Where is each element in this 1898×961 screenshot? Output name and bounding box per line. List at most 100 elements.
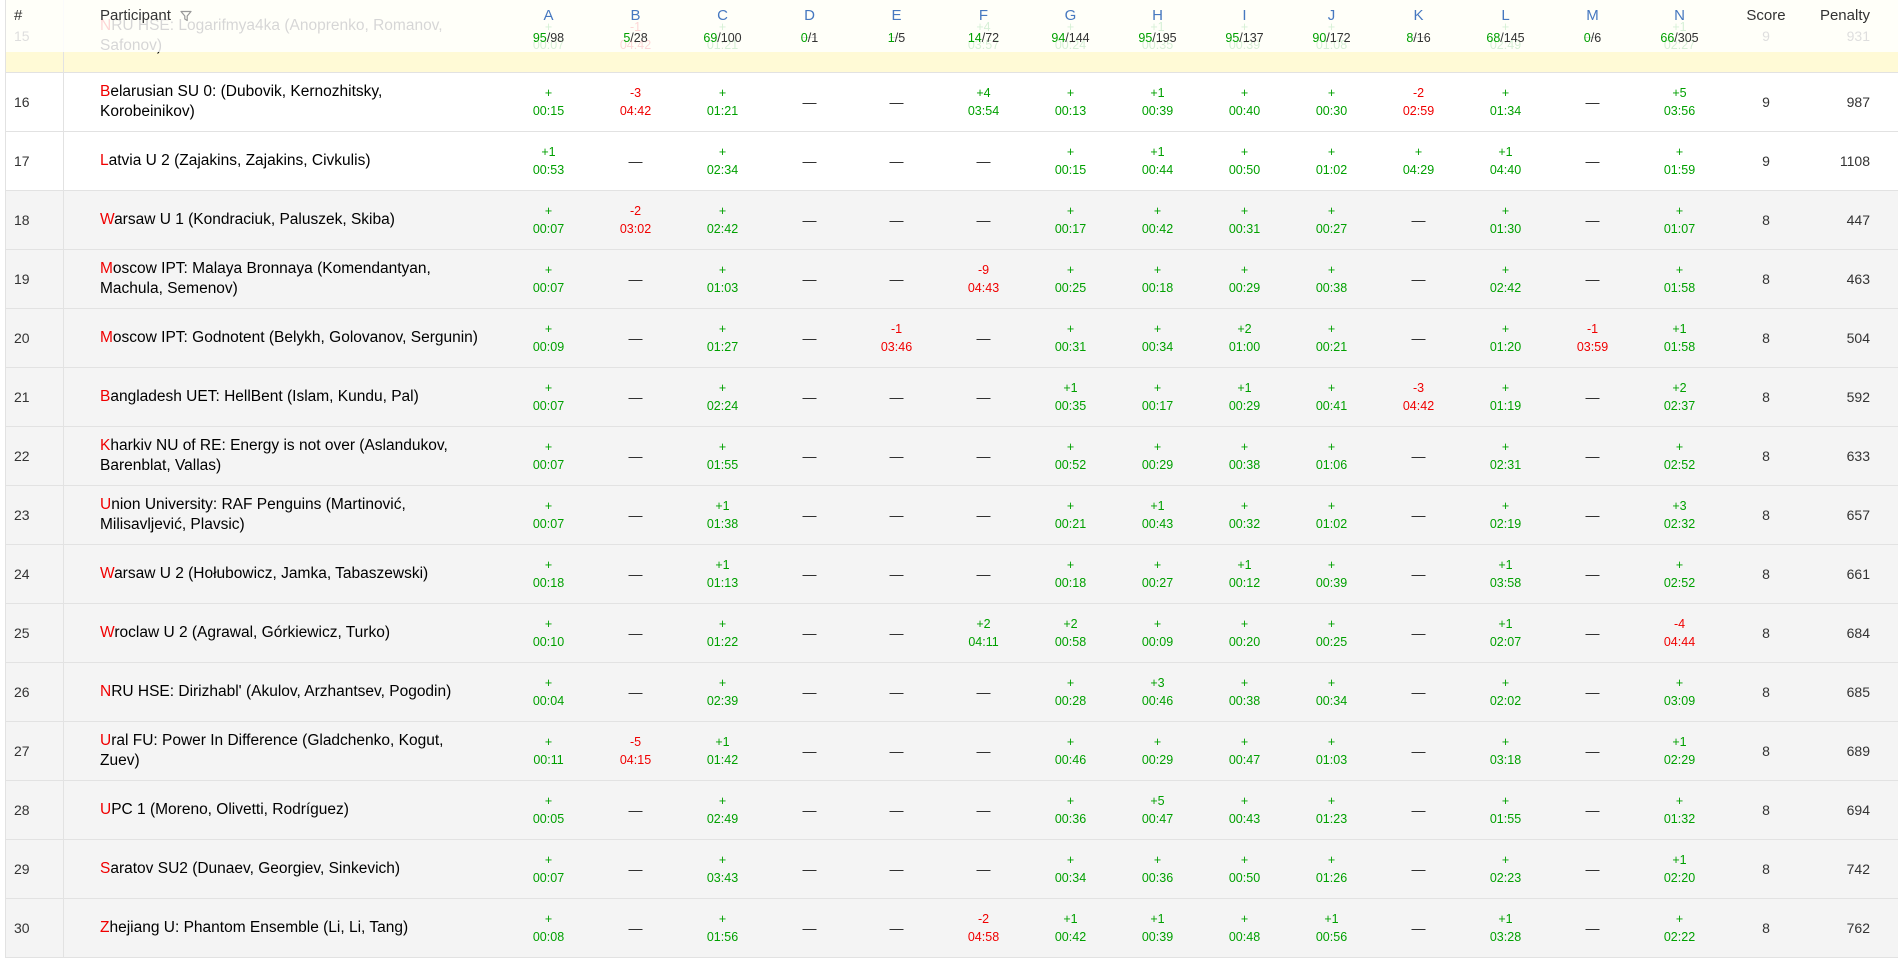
attempt-result: +	[544, 675, 553, 690]
problem-link[interactable]: L	[1501, 7, 1510, 24]
team-link[interactable]: NRU HSE: Dirizhabl' (Akulov, Arzhantsev,…	[100, 683, 452, 701]
team-link[interactable]: Belarusian SU 0: (Dubovik, Kernozhitsky,…	[100, 83, 383, 120]
no-attempt-dash: —	[628, 388, 643, 405]
attempt-result: -2	[977, 911, 990, 926]
attempt-time: 00:34	[1141, 340, 1174, 354]
problem-link[interactable]: H	[1152, 7, 1163, 24]
team-link[interactable]: Wroclaw U 2 (Agrawal, Górkiewicz, Turko)	[100, 624, 390, 642]
no-attempt-dash: —	[976, 211, 991, 228]
attempt-result: +	[544, 793, 553, 808]
filter-funnel-icon[interactable]	[180, 10, 192, 22]
attempt-result: +	[718, 911, 727, 926]
no-attempt-dash: —	[1585, 624, 1600, 641]
team-link[interactable]: Ural FU: Power In Difference (Gladchenko…	[100, 732, 444, 769]
problem-cell: —	[940, 663, 1027, 721]
team-link[interactable]: Saratov SU2 (Dunaev, Georgiev, Sinkevich…	[100, 860, 401, 878]
problem-link[interactable]: J	[1327, 7, 1336, 24]
team-link[interactable]: Moscow IPT: Malaya Bronnaya (Komendantya…	[100, 260, 431, 297]
attempt-time: 00:41	[1315, 399, 1348, 413]
attempt-time: 00:25	[1054, 281, 1087, 295]
attempt-time: 01:56	[706, 930, 739, 944]
problem-cell: —	[853, 191, 940, 249]
attempt-result: +	[1153, 262, 1162, 277]
team-link[interactable]: Zhejiang U: Phantom Ensemble (Li, Li, Ta…	[100, 919, 409, 937]
problem-cell: +1 01:38	[679, 486, 766, 544]
attempt-result: +	[1327, 439, 1336, 454]
team-link[interactable]: Warsaw U 2 (Hołubowicz, Jamka, Tabaszews…	[100, 565, 429, 583]
attempt-time: 00:43	[1228, 812, 1261, 826]
problem-link[interactable]: I	[1242, 7, 1247, 24]
problem-cell: +00:18	[1027, 545, 1114, 603]
no-attempt-dash: —	[802, 801, 817, 818]
standings-row: 21 Bangladesh UET: HellBent (Islam, Kundu…	[6, 368, 1898, 427]
rank-cell: 25	[6, 604, 64, 662]
problem-header: B 5/28	[592, 0, 679, 52]
problem-header: I 95/137	[1201, 0, 1288, 52]
rank-cell: 21	[6, 368, 64, 426]
attempt-time: 00:34	[1315, 694, 1348, 708]
attempt-result: +	[1501, 498, 1510, 513]
problem-cell: +00:42	[1114, 191, 1201, 249]
attempt-time: 00:18	[532, 576, 565, 590]
penalty-cell: 657	[1846, 507, 1870, 523]
problem-cell: +00:13	[1027, 73, 1114, 131]
team-link[interactable]: UPC 1 (Moreno, Olivetti, Rodríguez)	[100, 801, 349, 819]
no-attempt-dash: —	[802, 211, 817, 228]
problem-link[interactable]: C	[717, 7, 728, 24]
problem-cell: —	[853, 899, 940, 957]
attempt-result: +	[1066, 203, 1075, 218]
problem-link[interactable]: F	[978, 7, 989, 24]
attempt-result: +1	[715, 498, 730, 513]
problem-cell: +00:38	[1201, 427, 1288, 485]
attempt-result: +	[1240, 675, 1249, 690]
team-link[interactable]: Kharkiv NU of RE: Energy is not over (As…	[100, 437, 448, 474]
rank-cell: 30	[6, 899, 64, 957]
no-attempt-dash: —	[976, 683, 991, 700]
attempt-result: +	[718, 852, 727, 867]
problem-cell: +5 03:56	[1636, 73, 1723, 131]
problem-cell: —	[1549, 132, 1636, 190]
problem-link[interactable]: A	[543, 7, 554, 24]
problem-link[interactable]: M	[1586, 7, 1599, 24]
attempt-result: +	[1327, 85, 1336, 100]
problem-link[interactable]: G	[1064, 7, 1077, 24]
problem-header: D 0/1	[766, 0, 853, 52]
problem-link[interactable]: K	[1413, 7, 1424, 24]
attempt-result: +	[718, 793, 727, 808]
attempt-time: 00:58	[1054, 635, 1087, 649]
problem-cell: —	[766, 663, 853, 721]
total-count: /28	[630, 31, 648, 45]
attempt-result: +	[1501, 321, 1510, 336]
team-link[interactable]: Bangladesh UET: HellBent (Islam, Kundu, …	[100, 388, 419, 406]
problem-cell: —	[766, 722, 853, 780]
attempt-result: +	[544, 380, 553, 395]
attempt-time: 00:46	[1054, 753, 1087, 767]
problem-cell: —	[853, 486, 940, 544]
attempt-result: +1	[1672, 852, 1687, 867]
problem-cell: +00:28	[1027, 663, 1114, 721]
attempt-result: +	[544, 203, 553, 218]
problem-cell: —	[940, 191, 1027, 249]
team-link[interactable]: Warsaw U 1 (Kondraciuk, Paluszek, Skiba)	[100, 211, 395, 229]
attempt-time: 00:31	[1054, 340, 1087, 354]
penalty-cell: 689	[1846, 743, 1870, 759]
problem-cell: -1 03:46	[853, 309, 940, 367]
team-cell: Union University: RAF Penguins (Martinov…	[64, 486, 505, 544]
problem-cell: —	[1375, 250, 1462, 308]
attempt-time: 00:34	[1054, 871, 1087, 885]
problem-link[interactable]: N	[1674, 7, 1685, 24]
attempt-result: +	[1327, 616, 1336, 631]
problem-link[interactable]: B	[630, 7, 641, 24]
problem-cell: —	[766, 132, 853, 190]
team-link[interactable]: Union University: RAF Penguins (Martinov…	[100, 496, 406, 533]
team-link[interactable]: Latvia U 2 (Zajakins, Zajakins, Civkulis…	[100, 152, 371, 170]
problem-link[interactable]: D	[804, 7, 815, 24]
score-cell: 8	[1762, 802, 1770, 818]
no-attempt-dash: —	[1411, 506, 1426, 523]
problem-cell: -2 03:02	[592, 191, 679, 249]
problem-cell: +01:23	[1288, 781, 1375, 839]
problem-link[interactable]: E	[891, 7, 902, 24]
team-link[interactable]: Moscow IPT: Godnotent (Belykh, Golovanov…	[100, 329, 478, 347]
attempt-time: 01:59	[1663, 163, 1696, 177]
problem-header: L 68/145	[1462, 0, 1549, 52]
